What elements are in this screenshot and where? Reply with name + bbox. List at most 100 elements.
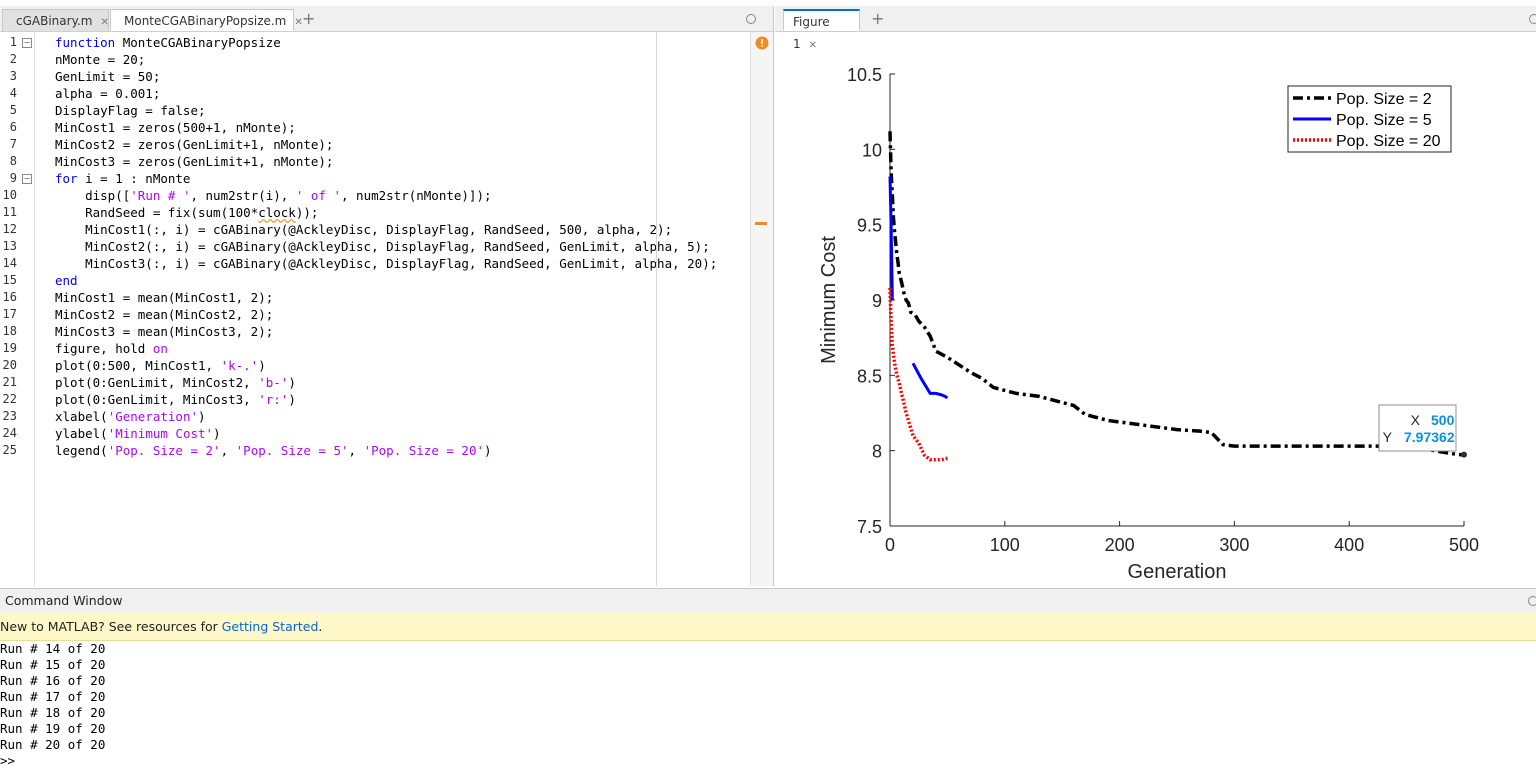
editor-tabbar: cGABinary.m ✕ MonteCGABinaryPopsize.m ✕ +	[0, 6, 773, 32]
panel-options-icon[interactable]	[1528, 596, 1536, 606]
close-icon[interactable]: ✕	[294, 17, 303, 28]
code-token: )	[198, 409, 206, 424]
warning-marker[interactable]	[755, 222, 767, 225]
code-line[interactable]: plot(0:GenLimit, MinCost3, 'r:')	[55, 391, 296, 408]
line-number: 7	[9, 137, 17, 151]
output-line: Run # 15 of 20	[0, 657, 106, 672]
code-line[interactable]: end	[55, 272, 78, 289]
new-figure-plus-icon[interactable]: +	[871, 9, 885, 28]
code-line[interactable]: plot(0:500, MinCost1, 'k-.')	[55, 357, 266, 374]
line-number: 11	[2, 205, 17, 219]
y-tick-label: 9.5	[857, 216, 882, 236]
code-token: MonteCGABinaryPopsize	[115, 35, 281, 50]
code-line[interactable]: GenLimit = 50;	[55, 68, 160, 85]
code-token: plot(0:GenLimit, MinCost2,	[55, 375, 259, 390]
code-line[interactable]: xlabel('Generation')	[55, 408, 206, 425]
code-analyzer-strip[interactable]	[750, 32, 773, 586]
code-line[interactable]: RandSeed = fix(sum(100*clock));	[55, 204, 318, 221]
panel-options-icon[interactable]	[1529, 14, 1536, 24]
line-number: 22	[2, 392, 17, 406]
output-line: Run # 14 of 20	[0, 641, 106, 656]
close-icon[interactable]: ✕	[100, 17, 109, 28]
code-line[interactable]: MinCost1 = mean(MinCost1, 2);	[55, 289, 273, 306]
code-line[interactable]: MinCost1(:, i) = cGABinary(@AckleyDisc, …	[55, 221, 672, 238]
code-line[interactable]: legend('Pop. Size = 2', 'Pop. Size = 5',…	[55, 442, 492, 459]
code-token: ));	[295, 205, 319, 220]
warning-icon[interactable]	[755, 36, 769, 50]
fold-toggle-icon[interactable]: −	[22, 174, 32, 184]
string-token: 'Generation'	[107, 409, 198, 424]
getting-started-link[interactable]: Getting Started	[221, 619, 319, 634]
x-tick-label: 200	[1105, 535, 1135, 555]
line-number: 18	[2, 324, 17, 338]
line-number: 23	[2, 409, 17, 423]
code-line[interactable]: nMonte = 20;	[55, 51, 145, 68]
x-tick-label: 0	[885, 535, 895, 555]
tab-cgabinary[interactable]: cGABinary.m ✕	[2, 9, 109, 31]
code-line[interactable]: MinCost3 = zeros(GenLimit+1, nMonte);	[55, 153, 333, 170]
command-window[interactable]: Command Window New to MATLAB? See resour…	[0, 588, 1536, 768]
x-tick-label: 400	[1334, 535, 1364, 555]
tab-montecgabinarypopsize[interactable]: MonteCGABinaryPopsize.m ✕	[110, 9, 303, 31]
code-token: i = 1 : nMonte	[77, 171, 191, 186]
code-line[interactable]: alpha = 0.001;	[55, 85, 160, 102]
series-line-1[interactable]	[888, 131, 1465, 457]
code-line[interactable]: ylabel('Minimum Cost')	[55, 425, 221, 442]
line-number: 12	[2, 222, 17, 236]
y-tick-label: 8	[872, 442, 882, 462]
string-token: 'Pop. Size = 2'	[107, 443, 221, 458]
line-number: 14	[2, 256, 17, 270]
code-token: , num2str(i),	[190, 188, 296, 203]
code-line[interactable]: MinCost1 = zeros(500+1, nMonte);	[55, 119, 296, 136]
code-token: )	[484, 443, 492, 458]
datatip-marker[interactable]	[1461, 451, 1467, 458]
output-line: Run # 16 of 20	[0, 673, 106, 688]
legend-entry: Pop. Size = 20	[1336, 133, 1441, 150]
code-line[interactable]: figure, hold on	[55, 340, 168, 357]
code-line[interactable]: plot(0:GenLimit, MinCost2, 'b-')	[55, 374, 296, 391]
y-tick-label: 8.5	[857, 366, 882, 386]
line-number: 8	[9, 154, 17, 168]
code-token: MinCost2 = zeros(GenLimit+1, nMonte);	[55, 137, 334, 152]
code-token: legend(	[55, 443, 108, 458]
fold-toggle-icon[interactable]: −	[22, 38, 32, 48]
vertical-splitter[interactable]	[773, 6, 774, 586]
line-number: 24	[2, 426, 17, 440]
code-line[interactable]: MinCost2(:, i) = cGABinary(@AckleyDisc, …	[55, 238, 710, 255]
x-tick-label: 500	[1449, 535, 1479, 555]
code-line[interactable]: DisplayFlag = false;	[55, 102, 206, 119]
series-line-3[interactable]	[888, 287, 948, 462]
string-token: ' of '	[295, 188, 341, 203]
code-line[interactable]: MinCost3 = mean(MinCost3, 2);	[55, 323, 273, 340]
new-tab-plus-icon[interactable]: +	[302, 9, 316, 28]
line-number: 19	[2, 341, 17, 355]
series-line-2[interactable]	[888, 176, 949, 400]
code-line[interactable]: MinCost2 = zeros(GenLimit+1, nMonte);	[55, 136, 333, 153]
x-tick-label: 300	[1219, 535, 1249, 555]
code-token: disp([	[55, 188, 131, 203]
line-number-gutter: 1−2 3 4 5 6 7 8 9−10 11 12 13 14 15 16 17 18 19 20 21 22 23 2…	[0, 32, 35, 586]
output-line: Run # 17 of 20	[0, 689, 106, 704]
code-token: MinCost2 = mean(MinCost2, 2);	[55, 307, 274, 322]
code-line[interactable]: MinCost3(:, i) = cGABinary(@AckleyDisc, …	[55, 255, 717, 272]
code-token: RandSeed = fix(sum(100*	[55, 205, 259, 220]
panel-options-icon[interactable]	[746, 14, 756, 24]
tab-figure-1[interactable]: Figure 1 ✕	[783, 9, 860, 51]
code-line[interactable]: function MonteCGABinaryPopsize	[55, 34, 281, 51]
output-line: Run # 19 of 20	[0, 721, 106, 736]
code-token: GenLimit = 50;	[55, 69, 161, 84]
code-line[interactable]: for i = 1 : nMonte	[55, 170, 190, 187]
line-number: 3	[9, 69, 17, 83]
code-token: plot(0:500, MinCost1,	[55, 358, 221, 373]
keyword-token: function	[55, 35, 116, 50]
close-icon[interactable]: ✕	[808, 40, 818, 51]
string-token: 'Pop. Size = 20'	[363, 443, 485, 458]
code-line[interactable]: MinCost2 = mean(MinCost2, 2);	[55, 306, 273, 323]
code-line[interactable]: disp(['Run # ', num2str(i), ' of ', num2…	[55, 187, 491, 204]
line-number: 9	[9, 171, 17, 185]
code-area[interactable]: function MonteCGABinaryPopsize nMonte = 2…	[55, 32, 750, 586]
command-prompt[interactable]: >>	[0, 753, 16, 768]
datatip-x-label: X	[1411, 412, 1421, 428]
datatip-box[interactable]	[1378, 404, 1457, 452]
chart[interactable]: 0 100 200 300 400 500 7.5 8 8.5 9 9.5 10 10.5 Generat…	[775, 32, 1536, 586]
